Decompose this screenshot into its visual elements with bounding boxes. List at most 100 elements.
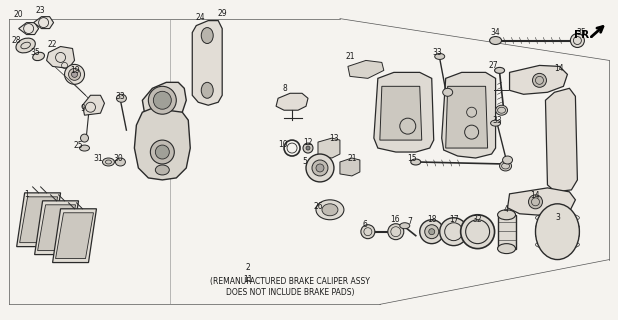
Polygon shape — [380, 86, 421, 140]
Polygon shape — [446, 86, 488, 148]
Ellipse shape — [420, 220, 444, 244]
Text: 23: 23 — [36, 6, 45, 15]
Text: 21: 21 — [347, 154, 357, 163]
Ellipse shape — [442, 88, 452, 96]
Text: 5: 5 — [303, 157, 307, 166]
Text: 28: 28 — [12, 36, 22, 45]
Polygon shape — [192, 20, 222, 105]
Text: 19: 19 — [70, 66, 79, 75]
Polygon shape — [374, 72, 434, 152]
Ellipse shape — [489, 36, 502, 44]
Ellipse shape — [541, 212, 574, 252]
Text: 35: 35 — [577, 28, 586, 37]
Ellipse shape — [155, 165, 169, 175]
Text: 35: 35 — [31, 48, 41, 57]
Text: 11: 11 — [243, 275, 253, 284]
Ellipse shape — [155, 145, 169, 159]
Polygon shape — [35, 201, 78, 255]
Ellipse shape — [429, 229, 434, 235]
Text: 20: 20 — [14, 10, 23, 19]
Text: 33: 33 — [493, 116, 502, 125]
Polygon shape — [20, 197, 57, 243]
Ellipse shape — [80, 145, 90, 151]
Text: (REMANUFACTURED BRAKE CALIPER ASSY: (REMANUFACTURED BRAKE CALIPER ASSY — [210, 277, 370, 286]
Ellipse shape — [72, 71, 77, 77]
Polygon shape — [318, 138, 340, 158]
Ellipse shape — [552, 225, 562, 239]
Text: 21: 21 — [345, 52, 355, 61]
Ellipse shape — [103, 158, 114, 166]
Polygon shape — [507, 188, 575, 216]
Text: 32: 32 — [473, 215, 483, 224]
Text: 13: 13 — [329, 133, 339, 143]
Ellipse shape — [150, 140, 174, 164]
Polygon shape — [510, 65, 567, 94]
Ellipse shape — [303, 143, 313, 153]
Ellipse shape — [33, 52, 44, 60]
Ellipse shape — [502, 156, 512, 164]
Text: 16: 16 — [390, 215, 400, 224]
Polygon shape — [442, 72, 496, 158]
Text: 8: 8 — [282, 84, 287, 93]
Text: 31: 31 — [94, 154, 103, 163]
Ellipse shape — [528, 195, 543, 209]
Polygon shape — [134, 108, 190, 180]
Polygon shape — [546, 88, 577, 192]
Ellipse shape — [439, 218, 468, 246]
Ellipse shape — [548, 218, 567, 246]
Polygon shape — [38, 205, 75, 251]
Ellipse shape — [535, 204, 580, 260]
Ellipse shape — [306, 154, 334, 182]
Text: 10: 10 — [278, 140, 288, 148]
Ellipse shape — [460, 215, 494, 249]
Polygon shape — [142, 82, 186, 122]
Ellipse shape — [80, 134, 88, 142]
Polygon shape — [19, 23, 38, 35]
Ellipse shape — [496, 105, 507, 115]
Ellipse shape — [533, 73, 546, 87]
Text: 12: 12 — [303, 138, 313, 147]
Ellipse shape — [361, 225, 375, 239]
Ellipse shape — [322, 204, 338, 216]
Polygon shape — [17, 193, 61, 247]
Text: 2: 2 — [246, 263, 250, 272]
Ellipse shape — [499, 161, 512, 171]
Ellipse shape — [434, 53, 445, 60]
Polygon shape — [46, 46, 75, 68]
Ellipse shape — [425, 225, 439, 239]
Polygon shape — [348, 60, 384, 78]
Ellipse shape — [306, 146, 310, 150]
Text: 6: 6 — [362, 220, 367, 229]
Ellipse shape — [494, 68, 504, 73]
Text: 26: 26 — [313, 202, 323, 211]
Text: DOES NOT INCLUDE BRAKE PADS): DOES NOT INCLUDE BRAKE PADS) — [226, 288, 354, 297]
Text: 29: 29 — [218, 9, 227, 18]
Ellipse shape — [148, 86, 176, 114]
Ellipse shape — [16, 38, 35, 53]
Ellipse shape — [153, 91, 171, 109]
Text: 34: 34 — [491, 28, 501, 37]
Text: 18: 18 — [427, 215, 436, 224]
Ellipse shape — [116, 158, 125, 166]
Text: 9: 9 — [80, 104, 85, 113]
Text: 14: 14 — [554, 64, 564, 73]
Ellipse shape — [400, 223, 410, 229]
Ellipse shape — [312, 160, 328, 176]
Text: 17: 17 — [449, 215, 459, 224]
Text: 30: 30 — [114, 154, 124, 163]
Text: 14: 14 — [531, 191, 540, 200]
Text: 3: 3 — [555, 213, 560, 222]
Ellipse shape — [316, 200, 344, 220]
Ellipse shape — [497, 244, 515, 253]
Ellipse shape — [411, 159, 421, 165]
Polygon shape — [83, 95, 104, 115]
Text: 33: 33 — [116, 92, 125, 101]
Ellipse shape — [64, 64, 85, 84]
Text: 24: 24 — [195, 13, 205, 22]
Polygon shape — [53, 209, 96, 262]
Ellipse shape — [201, 28, 213, 44]
Text: 1: 1 — [24, 190, 29, 199]
Polygon shape — [56, 213, 93, 259]
Ellipse shape — [316, 164, 324, 172]
Text: 33: 33 — [433, 48, 442, 57]
